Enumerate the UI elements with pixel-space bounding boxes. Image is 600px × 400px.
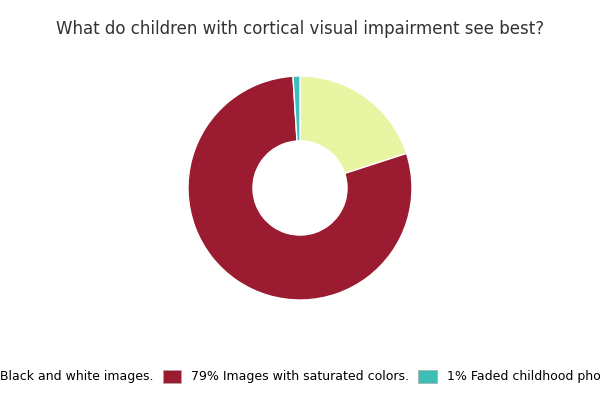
Wedge shape xyxy=(188,76,412,300)
Legend: 20% Black and white images., 79% Images with saturated colors., 1% Faded childho: 20% Black and white images., 79% Images … xyxy=(0,370,600,383)
Wedge shape xyxy=(293,76,300,141)
Title: What do children with cortical visual impairment see best?: What do children with cortical visual im… xyxy=(56,20,544,38)
Wedge shape xyxy=(300,76,407,174)
